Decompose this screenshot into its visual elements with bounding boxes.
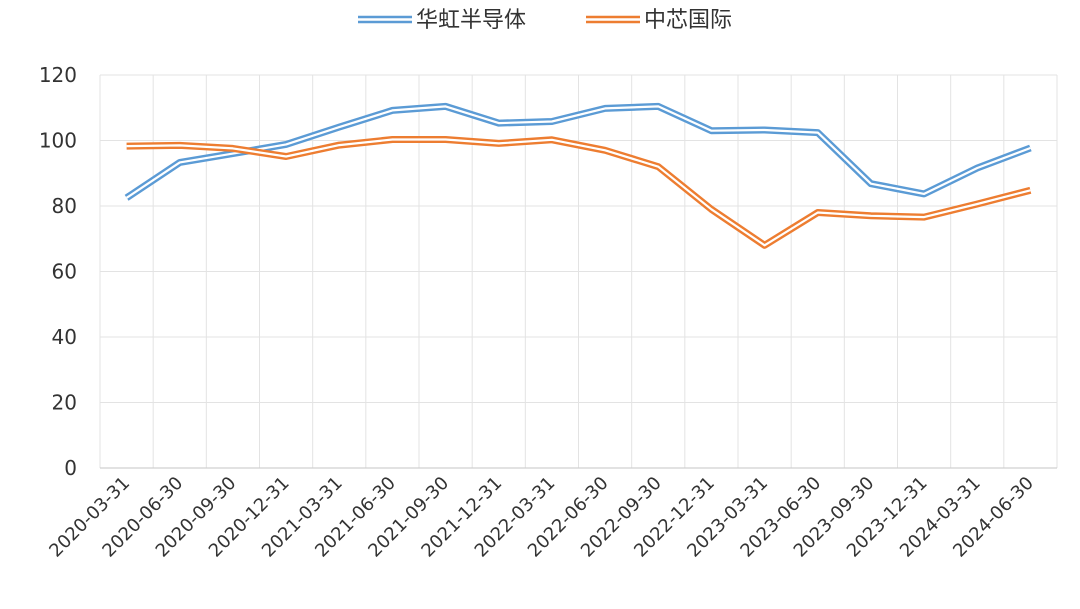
y-tick-label: 0 <box>64 456 77 480</box>
y-tick-label: 20 <box>52 391 77 415</box>
x-axis-ticks: 2020-03-312020-06-302020-09-302020-12-31… <box>45 473 1038 562</box>
y-tick-label: 100 <box>39 129 77 153</box>
legend-label-smic: 中芯国际 <box>644 8 732 33</box>
series-lines <box>124 102 1032 249</box>
y-tick-label: 120 <box>39 63 77 87</box>
series-line-inner-1 <box>126 138 1031 247</box>
series-line-inner-0 <box>125 105 1031 199</box>
legend-label-huahong: 华虹半导体 <box>416 8 526 33</box>
gridlines <box>99 74 1058 469</box>
legend: 华虹半导体 中芯国际 <box>358 8 732 33</box>
y-tick-label: 80 <box>52 194 77 218</box>
legend-item-smic: 中芯国际 <box>586 8 732 33</box>
y-axis-ticks: 0 20 40 60 80 100 120 <box>39 63 77 480</box>
y-tick-label: 40 <box>52 325 77 349</box>
legend-item-huahong: 华虹半导体 <box>358 8 526 33</box>
y-tick-label: 60 <box>52 260 77 284</box>
